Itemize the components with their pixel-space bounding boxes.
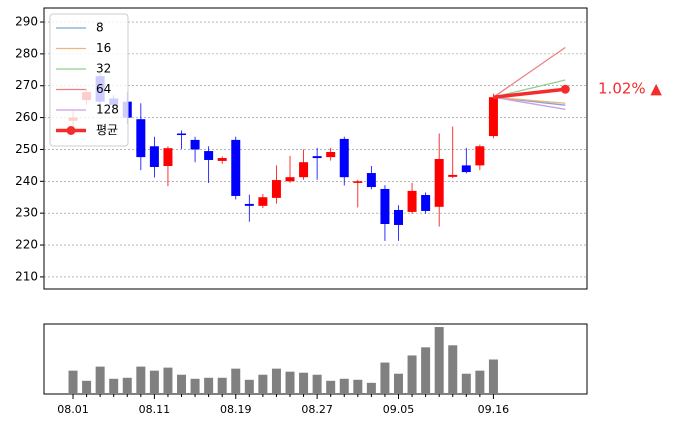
volume-bar — [461, 373, 471, 394]
candle-body — [461, 165, 471, 173]
legend-box — [49, 13, 129, 147]
y-tick-label: 250 — [15, 142, 38, 156]
price-frame — [43, 7, 588, 290]
legend-label: 평균 — [96, 123, 118, 137]
volume-bar — [380, 362, 390, 394]
volume-bar — [258, 374, 268, 394]
candle-body — [366, 173, 376, 188]
y-tick-label: 260 — [15, 110, 38, 124]
legend-label: 64 — [96, 82, 111, 96]
legend-marker — [66, 126, 76, 135]
volume-bar — [109, 378, 119, 394]
y-tick-label: 280 — [15, 46, 38, 60]
projection-line — [493, 96, 566, 104]
candle-body — [204, 151, 214, 160]
volume-bar — [231, 368, 241, 394]
volume-bar — [448, 345, 458, 394]
legend-label: 128 — [96, 103, 119, 117]
change-label: 1.02% ▲ — [598, 80, 662, 98]
candle-body — [475, 146, 485, 166]
average-marker — [560, 84, 570, 94]
candle-body — [488, 97, 498, 137]
candle-body — [407, 190, 417, 212]
volume-bar — [407, 355, 417, 394]
candle-body — [393, 209, 403, 225]
candle-body — [326, 152, 336, 158]
legend-label: 8 — [96, 21, 104, 35]
candle-body — [271, 180, 281, 198]
candle-body — [299, 162, 309, 178]
volume-bar — [163, 367, 173, 394]
y-tick-label: 210 — [15, 269, 38, 283]
candle-body — [136, 119, 146, 158]
x-tick-label: 08.19 — [220, 403, 252, 416]
candle-body — [421, 195, 431, 211]
volume-bar — [326, 380, 336, 394]
y-tick-label: 230 — [15, 206, 38, 220]
volume-bar — [488, 359, 498, 394]
volume-bar — [177, 374, 187, 394]
candle-body — [353, 181, 363, 183]
candle-body — [258, 197, 268, 206]
candle-body — [149, 146, 159, 167]
x-tick-label: 09.05 — [383, 403, 415, 416]
y-tick-label: 290 — [15, 15, 38, 29]
candle-body — [244, 203, 254, 206]
x-tick-label: 09.16 — [478, 403, 510, 416]
volume-bar — [244, 379, 254, 394]
volume-bar — [312, 374, 322, 394]
legend-label: 32 — [96, 62, 111, 76]
candle-body — [434, 159, 444, 207]
candle-body — [217, 158, 227, 161]
projection-line — [493, 46, 566, 98]
candle-body — [339, 138, 349, 178]
volume-bar — [122, 377, 132, 394]
y-tick-label: 220 — [15, 238, 38, 252]
volume-bar — [136, 366, 146, 394]
volume-bar — [339, 378, 349, 394]
candle-body — [177, 133, 187, 136]
volume-bar — [190, 378, 200, 394]
candle-body — [163, 148, 173, 167]
volume-bar — [475, 370, 485, 394]
volume-bar — [204, 377, 214, 394]
volume-bar — [68, 370, 78, 394]
volume-bar — [217, 377, 227, 394]
volume-bar — [149, 370, 159, 394]
legend-label: 16 — [96, 41, 111, 55]
candle-body — [285, 177, 295, 182]
volume-bar — [285, 371, 295, 394]
volume-bar — [393, 373, 403, 394]
projection-line — [493, 96, 566, 110]
volume-bar — [95, 366, 105, 394]
candle-body — [190, 139, 200, 150]
candle-body — [312, 156, 322, 159]
x-tick-label: 08.01 — [57, 403, 89, 416]
volume-bar — [434, 327, 444, 394]
volume-bar — [82, 380, 92, 394]
candle-body — [448, 174, 458, 177]
volume-bar — [366, 382, 376, 394]
volume-bar — [421, 347, 431, 394]
x-tick-label: 08.11 — [139, 403, 171, 416]
candle-body — [380, 188, 390, 225]
y-tick-label: 270 — [15, 78, 38, 92]
average-line — [493, 87, 566, 99]
x-tick-label: 08.27 — [301, 403, 333, 416]
volume-bar — [353, 379, 363, 394]
candle-body — [231, 139, 241, 196]
volume-bar — [299, 372, 309, 394]
volume-bar — [271, 368, 281, 394]
y-tick-label: 240 — [15, 174, 38, 188]
